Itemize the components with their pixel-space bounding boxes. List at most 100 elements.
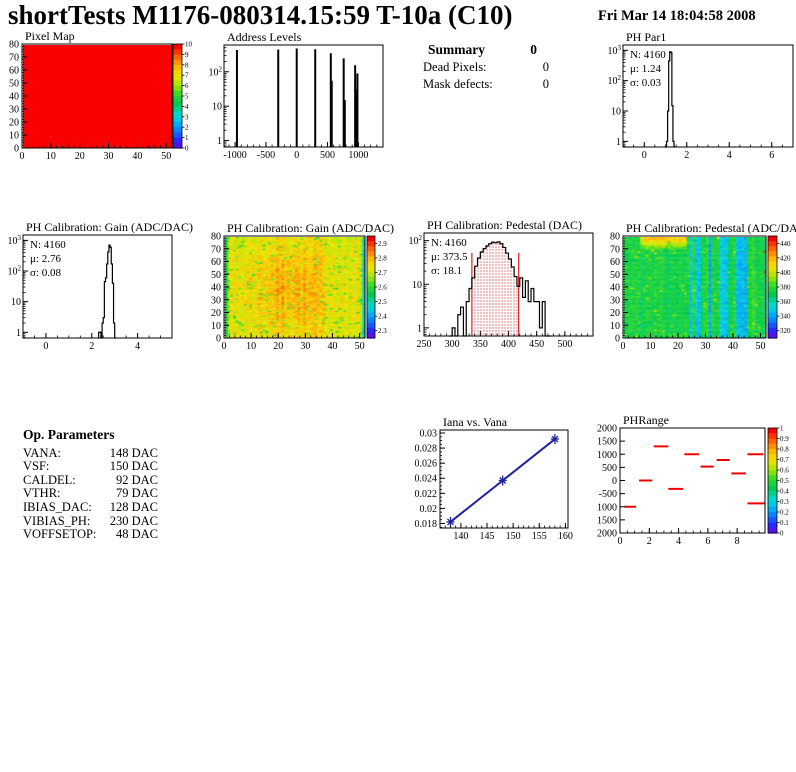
svg-text:10: 10 (246, 341, 256, 352)
svg-text:0.3: 0.3 (780, 498, 789, 506)
svg-text:4: 4 (185, 103, 189, 111)
svg-text:2: 2 (89, 341, 94, 352)
svg-text:320: 320 (780, 327, 791, 335)
svg-text:0: 0 (612, 476, 617, 487)
summary-value: 0 (542, 77, 549, 91)
svg-text:350: 350 (473, 339, 488, 350)
chart-ph-range: PHRange 0 2 4 6 8 2000 1500 1000 500 0 -500 1000 1500… (597, 413, 789, 547)
svg-text:440: 440 (780, 240, 791, 248)
svg-text:10: 10 (11, 297, 21, 308)
svg-text:70: 70 (211, 244, 221, 255)
svg-text:30: 30 (9, 105, 19, 116)
chart-pedestal-hist: PH Calibration: Pedestal (DAC) 250 300 350 4… (409, 218, 594, 350)
svg-text:PH Calibration: Gain (ADC/DAC): PH Calibration: Gain (ADC/DAC) (227, 221, 394, 235)
op-parameter-label: VIBIAS_PH: (23, 513, 91, 528)
svg-text:6: 6 (769, 150, 774, 161)
svg-text:μ: 2.76: μ: 2.76 (30, 253, 61, 265)
svg-text:155: 155 (532, 531, 547, 542)
svg-text:1: 1 (217, 136, 222, 147)
svg-text:3: 3 (185, 113, 189, 121)
svg-text:40: 40 (610, 283, 620, 294)
svg-text:50: 50 (161, 151, 171, 162)
svg-text:2000: 2000 (597, 424, 617, 435)
svg-text:2.3: 2.3 (378, 327, 387, 335)
svg-text:400: 400 (780, 269, 791, 277)
op-parameter-label: VSF: (23, 459, 50, 474)
svg-text:60: 60 (610, 257, 620, 268)
op-parameter-value: 48 DAC (115, 527, 158, 542)
svg-text:2.5: 2.5 (378, 298, 387, 306)
svg-text:μ: 1.24: μ: 1.24 (630, 63, 661, 75)
svg-text:40: 40 (132, 151, 142, 162)
svg-text:5: 5 (185, 93, 189, 101)
svg-text:0.2: 0.2 (780, 509, 789, 517)
svg-text:20: 20 (75, 151, 85, 162)
svg-text:360: 360 (780, 298, 791, 306)
svg-text:340: 340 (780, 313, 791, 321)
svg-text:0.022: 0.022 (415, 489, 438, 500)
svg-text:0.5: 0.5 (780, 477, 789, 485)
svg-text:30: 30 (701, 341, 711, 352)
svg-text:N: 4160: N: 4160 (30, 239, 66, 251)
svg-text:1: 1 (16, 328, 21, 339)
svg-text:0.8: 0.8 (780, 446, 789, 454)
svg-text:0.4: 0.4 (780, 488, 789, 496)
op-parameter-row: VOFFSETOP: 48 DAC (23, 528, 158, 542)
svg-text:10: 10 (212, 102, 222, 113)
svg-text:Pixel Map: Pixel Map (25, 29, 75, 43)
svg-text:40: 40 (211, 283, 221, 294)
svg-text:10: 10 (646, 341, 656, 352)
svg-text:50: 50 (355, 341, 365, 352)
svg-text:30: 30 (104, 151, 114, 162)
svg-text:-500: -500 (257, 150, 275, 161)
svg-text:1: 1 (417, 323, 422, 334)
svg-text:9: 9 (185, 51, 189, 59)
svg-text:0.024: 0.024 (415, 474, 438, 485)
svg-text:450: 450 (529, 339, 544, 350)
op-parameter-label: CALDEL: (23, 472, 76, 487)
svg-text:2000: 2000 (597, 529, 617, 540)
summary-label: Dead Pixels: (423, 60, 487, 74)
op-parameter-value: 79 DAC (115, 486, 158, 501)
svg-text:102: 102 (8, 265, 22, 278)
op-parameters-block: Op. Parameters VANA: 148 DAC VSF: 150 DAC CA… (23, 428, 158, 542)
svg-text:4: 4 (135, 341, 140, 352)
op-parameter-value: 128 DAC (109, 499, 158, 514)
svg-text:σ: 0.08: σ: 0.08 (30, 267, 61, 279)
svg-text:50: 50 (756, 341, 766, 352)
svg-text:102: 102 (209, 65, 223, 78)
svg-text:40: 40 (728, 341, 738, 352)
svg-text:20: 20 (610, 308, 620, 319)
svg-text:0: 0 (20, 151, 25, 162)
op-parameter-row: VIBIAS_PH: 230 DAC (23, 513, 158, 529)
chart-address-levels: Address Levels -1000 -500 0 500 1000 1 10 102 (209, 30, 384, 161)
svg-text:PH Par1: PH Par1 (626, 30, 666, 44)
svg-text:1000: 1000 (597, 502, 617, 513)
svg-text:30: 30 (300, 341, 310, 352)
svg-text:70: 70 (610, 244, 620, 255)
svg-text:0: 0 (615, 334, 620, 345)
op-parameter-row: VSF: 150 DAC (23, 460, 158, 474)
svg-text:70: 70 (9, 53, 19, 64)
svg-text:PH Calibration: Gain (ADC/DAC): PH Calibration: Gain (ADC/DAC) (26, 220, 193, 234)
svg-text:300: 300 (445, 339, 460, 350)
summary-label: Mask defects: (423, 77, 493, 91)
summary-block: Summary 0 Dead Pixels: 0 Mask defects: 0 (423, 41, 553, 93)
svg-text:0.018: 0.018 (415, 519, 438, 530)
op-parameter-value: 92 DAC (115, 472, 158, 487)
op-parameter-value: 230 DAC (109, 513, 158, 528)
svg-text:1000: 1000 (597, 450, 617, 461)
svg-text:80: 80 (211, 232, 221, 243)
svg-text:10: 10 (46, 151, 56, 162)
svg-text:μ: 373.5: μ: 373.5 (431, 251, 468, 263)
summary-title: Summary (428, 42, 485, 57)
op-parameter-row: VTHR: 79 DAC (23, 487, 158, 501)
op-parameters-title: Op. Parameters (23, 427, 115, 442)
svg-text:10: 10 (610, 321, 620, 332)
svg-text:PH Calibration: Pedestal (ADC/: PH Calibration: Pedestal (ADC/DAC) (626, 221, 796, 235)
svg-text:σ: 0.03: σ: 0.03 (630, 77, 661, 89)
svg-text:40: 40 (327, 341, 337, 352)
svg-text:0.9: 0.9 (780, 435, 789, 443)
svg-text:80: 80 (610, 232, 620, 243)
